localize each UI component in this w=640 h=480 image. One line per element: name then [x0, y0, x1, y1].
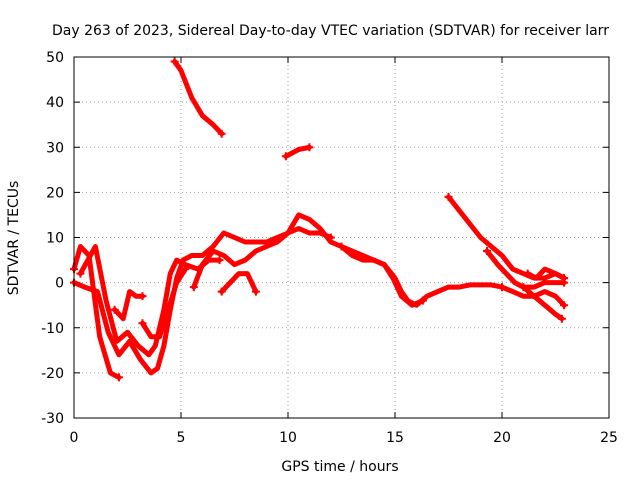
- y-tick-label: 0: [55, 276, 64, 292]
- y-tick-label: 20: [46, 185, 64, 201]
- x-axis-label: GPS time / hours: [281, 459, 398, 475]
- data-point-marker: [170, 57, 179, 66]
- x-tick-label: 25: [600, 430, 618, 446]
- series-line: [140, 266, 188, 340]
- data-point-marker: [483, 247, 492, 256]
- series-track-15: [523, 266, 569, 283]
- series-track-14: [519, 283, 566, 323]
- series-layer: [70, 57, 569, 382]
- series-line: [191, 212, 505, 308]
- chart-title: Day 263 of 2023, Sidereal Day-to-day VTE…: [52, 23, 609, 39]
- data-point-marker: [560, 274, 569, 283]
- data-point-marker: [523, 269, 532, 278]
- x-tick-label: 20: [493, 430, 511, 446]
- series-track-8: [189, 212, 506, 308]
- y-tick-label: -20: [41, 366, 64, 382]
- x-tick-label: 15: [386, 430, 404, 446]
- data-point-marker: [110, 305, 119, 314]
- series-line: [339, 244, 426, 308]
- data-point-marker: [217, 129, 226, 138]
- data-point-marker: [498, 283, 506, 292]
- data-point-marker: [138, 292, 147, 301]
- data-point-marker: [337, 242, 346, 251]
- x-tick-label: 0: [70, 430, 79, 446]
- y-tick-label: 30: [46, 140, 64, 156]
- data-point-marker: [217, 287, 226, 296]
- series-line: [525, 266, 567, 281]
- y-tick-label: -10: [41, 321, 64, 337]
- data-point-marker: [76, 269, 85, 278]
- y-tick-label: -30: [41, 411, 64, 427]
- data-point-marker: [189, 283, 198, 292]
- series-track-1: [76, 244, 224, 358]
- data-point-marker: [281, 152, 290, 161]
- series-line: [219, 271, 259, 295]
- plot-frame: [73, 56, 610, 419]
- data-point-marker: [305, 143, 314, 152]
- x-tick-label: 10: [279, 430, 297, 446]
- series-track-5: [281, 143, 314, 161]
- series-line: [77, 244, 222, 358]
- x-tick-label: 5: [177, 430, 186, 446]
- series-line: [112, 289, 145, 322]
- tick-labels: 0 5 10 15 20 25 50 40 30 20 10 0 -10 -20 -30: [41, 50, 618, 446]
- series-track-6: [110, 289, 147, 322]
- y-tick-label: 40: [46, 95, 64, 111]
- data-point-marker: [557, 314, 566, 323]
- data-point-marker: [519, 283, 528, 292]
- data-point-marker: [114, 373, 123, 382]
- series-track-4: [170, 57, 226, 138]
- data-point-marker: [560, 301, 569, 310]
- grid: [73, 56, 610, 419]
- series-line: [71, 226, 334, 376]
- series-line: [520, 284, 565, 322]
- series-line: [71, 244, 122, 380]
- series-track-10: [337, 242, 427, 308]
- data-point-marker: [215, 256, 224, 265]
- y-axis-label: SDTVAR / TECUs: [6, 181, 22, 296]
- series-track-9: [217, 271, 260, 296]
- y-tick-label: 10: [46, 231, 64, 247]
- series-track-3: [70, 226, 335, 376]
- data-point-marker: [181, 265, 190, 274]
- series-track-7: [138, 265, 190, 340]
- data-point-marker: [138, 319, 147, 328]
- series-line: [446, 194, 567, 281]
- series-line: [283, 144, 312, 159]
- data-point-marker: [418, 296, 427, 305]
- data-point-marker: [444, 192, 453, 201]
- series-track-2: [70, 244, 123, 382]
- data-point-marker: [251, 287, 260, 296]
- series-line: [484, 248, 567, 290]
- y-tick-label: 50: [46, 50, 64, 66]
- series-line: [172, 59, 225, 137]
